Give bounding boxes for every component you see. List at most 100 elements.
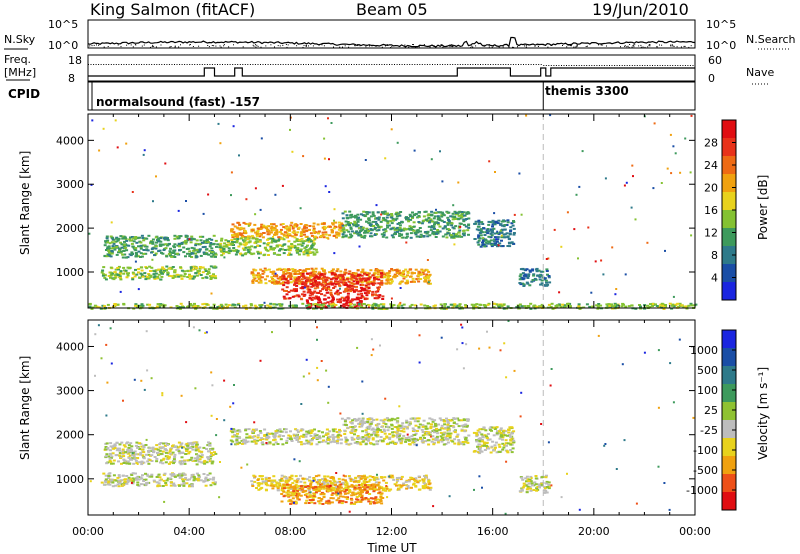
heatmap-cell — [258, 304, 262, 307]
heatmap-cell — [140, 234, 144, 237]
heatmap-cell — [322, 270, 326, 272]
heatmap-cell — [114, 479, 118, 482]
heatmap-cell — [527, 305, 531, 308]
heatmap-cell — [356, 298, 360, 301]
nave-dot — [429, 64, 431, 65]
heatmap-cell — [180, 460, 184, 463]
heatmap-cell — [210, 448, 214, 451]
heatmap-cell — [343, 297, 347, 300]
nave-dot — [138, 64, 140, 65]
heatmap-cell — [528, 284, 532, 287]
heatmap-cell — [149, 275, 153, 278]
heatmap-cell — [179, 235, 183, 238]
heatmap-cell — [262, 232, 266, 234]
heatmap-cell — [256, 250, 260, 253]
nave-dot — [295, 64, 297, 65]
heatmap-cell — [425, 269, 429, 272]
heatmap-cell — [367, 272, 371, 275]
heatmap-cell — [271, 281, 274, 284]
heatmap-cell — [398, 214, 402, 217]
heatmap-cell — [389, 303, 393, 306]
heatmap-cell — [488, 160, 491, 163]
heatmap-cell — [265, 443, 269, 446]
nsearch-dot — [435, 46, 437, 48]
heatmap-cell — [439, 431, 443, 434]
heatmap-cell — [444, 426, 448, 429]
heatmap-cell — [205, 448, 209, 450]
heatmap-cell — [288, 234, 292, 237]
heatmap-cell — [479, 228, 483, 231]
heatmap-cell — [138, 236, 142, 239]
heatmap-cell — [360, 294, 364, 297]
heatmap-cell — [295, 238, 299, 241]
heatmap-cell — [545, 281, 548, 284]
nave-dot — [434, 64, 436, 65]
heatmap-cell — [369, 442, 372, 445]
heatmap-cell — [307, 442, 311, 445]
heatmap-cell — [196, 457, 200, 460]
heatmap-cell — [248, 435, 252, 438]
nave-dot — [530, 64, 532, 65]
heatmap-cell — [300, 231, 304, 234]
heatmap-cell — [672, 295, 675, 298]
heatmap-cell — [537, 269, 541, 272]
heatmap-cell — [509, 230, 512, 233]
heatmap-cell — [272, 303, 276, 306]
heatmap-cell — [188, 274, 191, 277]
nsearch-dot — [585, 46, 587, 47]
heatmap-cell — [232, 244, 235, 246]
heatmap-cell — [251, 435, 255, 438]
heatmap-cell — [229, 439, 233, 442]
colorbar-tick-label: 24 — [704, 159, 718, 172]
heatmap-cell — [328, 191, 331, 193]
heatmap-cell — [334, 283, 338, 286]
heatmap-cell — [112, 444, 116, 447]
heatmap-cell — [111, 481, 115, 484]
noise-panel-frame — [87, 19, 696, 49]
heatmap-cell — [126, 460, 130, 463]
heatmap-cell — [130, 454, 134, 457]
heatmap-cell — [155, 277, 159, 280]
heatmap-cell — [296, 246, 300, 249]
heatmap-cell — [125, 142, 128, 145]
heatmap-cell — [231, 435, 235, 438]
heatmap-cell — [179, 266, 183, 269]
heatmap-cell — [451, 218, 455, 221]
nave-dot — [330, 64, 332, 65]
heatmap-cell — [155, 305, 159, 308]
heatmap-cell — [283, 289, 286, 292]
heatmap-cell — [342, 305, 346, 308]
heatmap-cell — [411, 441, 415, 444]
heatmap-cell — [318, 283, 322, 286]
heatmap-cell — [128, 462, 132, 465]
heatmap-cell — [116, 274, 120, 276]
heatmap-cell — [142, 451, 146, 454]
heatmap-cell — [375, 440, 379, 443]
heatmap-cell — [181, 462, 185, 465]
heatmap-cell — [261, 272, 265, 275]
heatmap-cell — [438, 219, 442, 222]
heatmap-cell — [342, 227, 346, 230]
heatmap-cell — [208, 472, 212, 475]
heatmap-cell — [160, 459, 163, 462]
heatmap-cell — [207, 450, 210, 453]
heatmap-cell — [244, 222, 248, 225]
heatmap-cell — [285, 293, 289, 296]
heatmap-cell — [189, 237, 193, 240]
nsearch-dot — [178, 46, 180, 48]
heatmap-cell — [373, 228, 377, 231]
nsearch-dot — [89, 45, 91, 47]
heatmap-cell — [394, 218, 398, 221]
heatmap-cell — [195, 274, 199, 277]
heatmap-cell — [212, 307, 216, 310]
heatmap-cell — [305, 235, 309, 238]
heatmap-cell — [271, 278, 275, 280]
heatmap-cell — [588, 305, 592, 308]
heatmap-cell — [330, 273, 334, 276]
heatmap-cell — [263, 428, 267, 431]
heatmap-cell — [224, 303, 228, 306]
heatmap-cell — [333, 285, 337, 288]
nsearch-dot — [545, 44, 547, 46]
heatmap-cell — [318, 304, 322, 307]
heatmap-cell — [161, 266, 165, 269]
